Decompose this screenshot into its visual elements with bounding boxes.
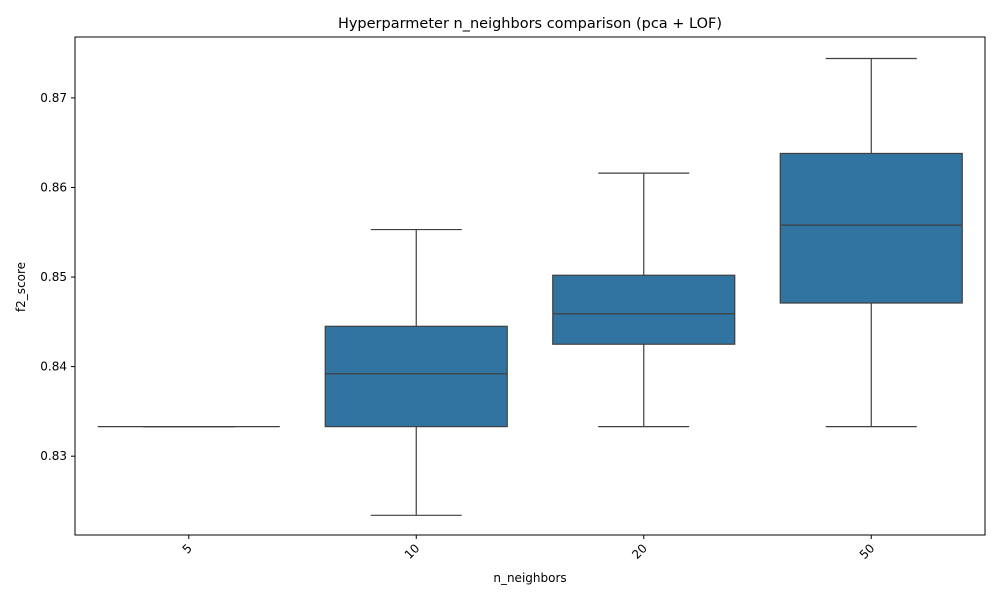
x-tick-label: 50 [857, 541, 878, 562]
box-20 [552, 172, 736, 428]
x-tick-label: 10 [402, 541, 423, 562]
y-axis-label: f2_score [14, 262, 28, 312]
x-tick-label: 20 [629, 541, 650, 562]
y-axis: 0.83 0.84 0.85 0.86 0.87 [40, 91, 75, 463]
y-tick-label: 0.85 [40, 270, 67, 284]
box-iqr [779, 152, 963, 304]
y-tick-label: 0.83 [40, 449, 67, 463]
x-tick-label: 5 [180, 541, 195, 556]
x-axis-label: n_neighbors [493, 571, 566, 585]
box-50 [779, 57, 963, 428]
box-10 [324, 228, 508, 516]
box-iqr [552, 274, 736, 345]
y-tick-label: 0.87 [40, 91, 67, 105]
chart-title: Hyperparmeter n_neighbors comparison (pc… [338, 16, 722, 32]
y-tick-label: 0.86 [40, 180, 67, 194]
box-iqr [324, 325, 508, 428]
plot-frame [74, 36, 986, 536]
y-tick-label: 0.84 [40, 360, 67, 374]
x-axis: 5 10 20 50 [180, 535, 878, 562]
plot-area [74, 36, 986, 536]
